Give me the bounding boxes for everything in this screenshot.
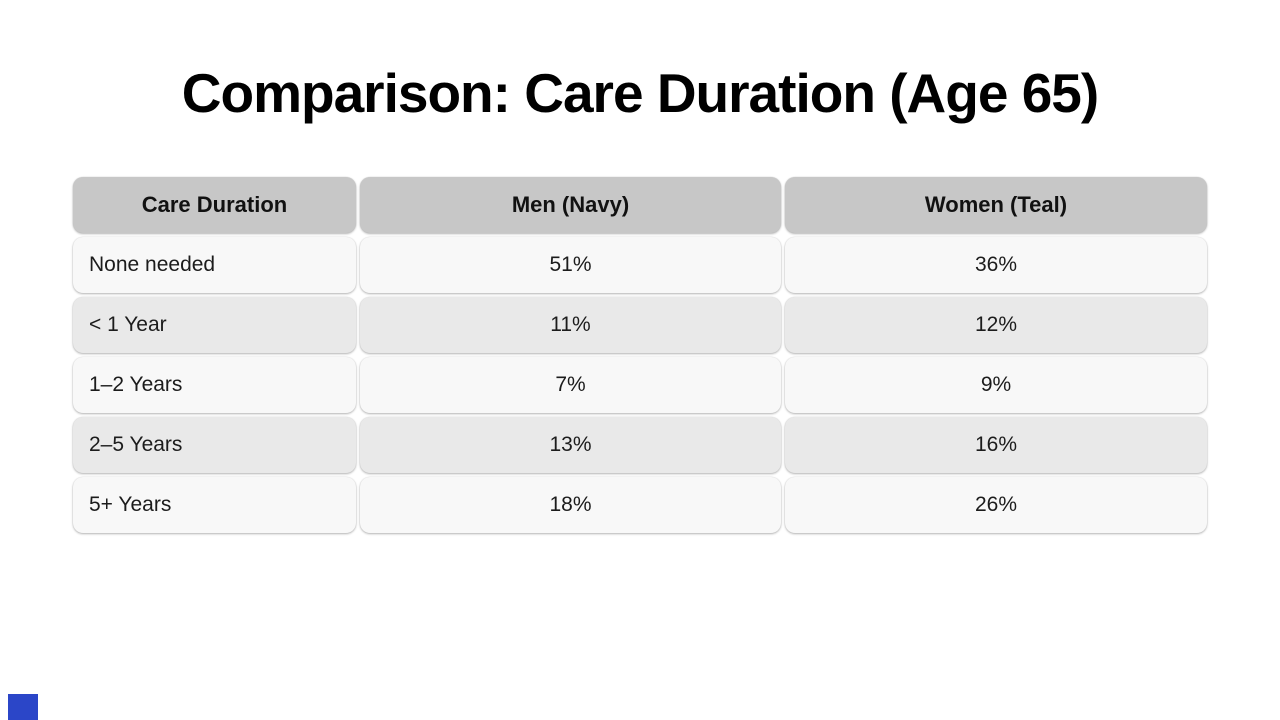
- row-label: 2–5 Years: [73, 417, 356, 473]
- column-header-care-duration: Care Duration: [73, 177, 356, 233]
- accent-square: [8, 694, 38, 720]
- row-label: None needed: [73, 237, 356, 293]
- page-title: Comparison: Care Duration (Age 65): [181, 62, 1099, 124]
- men-value: 18%: [360, 477, 781, 533]
- men-value: 13%: [360, 417, 781, 473]
- column-header-women: Women (Teal): [785, 177, 1207, 233]
- women-value: 26%: [785, 477, 1207, 533]
- care-duration-table: Care Duration Men (Navy) Women (Teal) No…: [73, 177, 1207, 533]
- column-header-men: Men (Navy): [360, 177, 781, 233]
- women-value: 36%: [785, 237, 1207, 293]
- men-value: 11%: [360, 297, 781, 353]
- row-label: 5+ Years: [73, 477, 356, 533]
- men-value: 7%: [360, 357, 781, 413]
- women-value: 9%: [785, 357, 1207, 413]
- row-label: 1–2 Years: [73, 357, 356, 413]
- row-label: < 1 Year: [73, 297, 356, 353]
- women-value: 16%: [785, 417, 1207, 473]
- women-value: 12%: [785, 297, 1207, 353]
- men-value: 51%: [360, 237, 781, 293]
